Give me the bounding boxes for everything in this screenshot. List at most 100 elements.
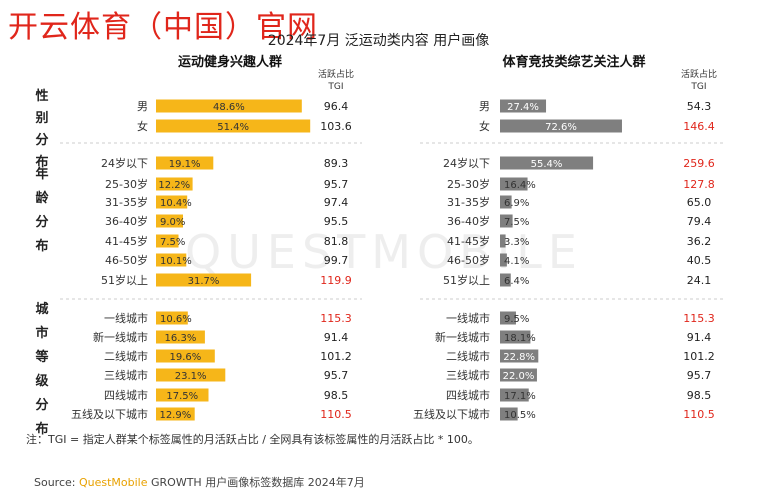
category-label: 一线城市 <box>446 311 490 325</box>
bar <box>500 214 513 228</box>
category-label: 四线城市 <box>104 388 148 402</box>
tgi-value: 95.7 <box>687 369 712 382</box>
category-label: 女 <box>137 119 148 133</box>
bar-value-label: 27.4% <box>507 102 539 113</box>
tgi-value: 95.7 <box>324 369 349 382</box>
bar <box>500 234 506 248</box>
watermark-text: 开云体育（中国）官网 <box>8 10 318 45</box>
group-label-text: 性别分布 <box>34 88 48 170</box>
group-label-char: 级 <box>35 373 49 389</box>
bar <box>156 214 183 228</box>
category-label: 31-35岁 <box>447 195 490 209</box>
bar <box>500 407 518 421</box>
group-label-text: 年龄分布 <box>35 166 49 254</box>
group-label-char: 布 <box>35 154 48 170</box>
tgi-value: 119.9 <box>320 274 352 287</box>
bar <box>156 368 226 382</box>
bar-value-label: 6.9% <box>504 198 529 209</box>
bar <box>500 388 529 402</box>
bar <box>500 330 531 344</box>
tgi-value: 110.5 <box>320 408 352 421</box>
tgi-value: 101.2 <box>683 350 715 363</box>
bar-value-label: 16.3% <box>165 333 197 344</box>
tgi-value: 79.4 <box>687 215 712 228</box>
category-label: 31-35岁 <box>105 195 148 209</box>
tgi-value: 110.5 <box>683 408 715 421</box>
bar-value-label: 9.5% <box>504 314 529 325</box>
bar-value-label: 19.1% <box>169 159 201 170</box>
bar <box>500 253 507 267</box>
bar-value-label: 4.1% <box>504 256 529 267</box>
category-label: 新一线城市 <box>435 330 490 344</box>
tgi-value: 95.5 <box>324 215 349 228</box>
group-label: 年龄分布 <box>35 166 49 254</box>
group-label-char: 分 <box>35 214 48 230</box>
tgi-value: 259.6 <box>683 157 715 170</box>
tgi-value: 103.6 <box>320 120 352 133</box>
source-line: Source: QuestMobile GROWTH 用户画像标签数据库 202… <box>34 474 365 490</box>
category-label: 51岁以上 <box>443 273 490 287</box>
bar <box>500 349 539 363</box>
bar-value-label: 6.4% <box>504 276 529 287</box>
panel-title: 运动健身兴趣人群 <box>178 54 282 70</box>
bar <box>156 349 215 363</box>
tgi-value: 98.5 <box>687 389 712 402</box>
group-label-char: 别 <box>34 111 48 126</box>
bar-value-label: 7.5% <box>160 237 185 248</box>
tgi-value: 97.4 <box>324 196 349 209</box>
group-label-char: 性 <box>35 88 48 104</box>
bar <box>156 273 252 287</box>
tgi-header-line1: 活跃占比 <box>318 68 354 80</box>
tgi-value: 91.4 <box>687 331 712 344</box>
tgi-value: 54.3 <box>687 100 712 113</box>
tgi-value: 127.8 <box>683 178 715 191</box>
tgi-value: 89.3 <box>324 157 349 170</box>
bar-value-label: 10.4% <box>160 198 192 209</box>
category-label: 四线城市 <box>446 388 490 402</box>
bar-value-label: 7.5% <box>504 217 529 228</box>
group-label-char: 分 <box>35 397 48 413</box>
category-label: 一线城市 <box>104 311 148 325</box>
category-label: 36-40岁 <box>105 214 148 228</box>
bar-value-label: 51.4% <box>217 122 249 133</box>
source-rest: GROWTH 用户画像标签数据库 2024年7月 <box>147 476 365 489</box>
bar-value-label: 17.1% <box>504 391 536 402</box>
bar-value-label: 3.3% <box>504 237 529 248</box>
group-label-char: 城 <box>35 301 48 317</box>
bar-value-label: 10.5% <box>504 410 536 421</box>
group-label-char: 等 <box>34 349 48 365</box>
category-label: 三线城市 <box>446 368 490 382</box>
bar <box>500 177 528 191</box>
bar <box>500 156 594 170</box>
group-label-char: 年 <box>35 166 48 182</box>
bar-value-label: 19.6% <box>170 352 202 363</box>
bar-value-label: 31.7% <box>188 276 220 287</box>
category-label: 24岁以下 <box>443 156 490 170</box>
bar-value-label: 72.6% <box>545 122 577 133</box>
category-label: 36-40岁 <box>447 214 490 228</box>
category-label: 51岁以上 <box>101 273 148 287</box>
bar-value-label: 48.6% <box>213 102 245 113</box>
tgi-value: 99.7 <box>324 254 349 267</box>
bar-value-label: 18.1% <box>504 333 536 344</box>
tgi-value: 81.8 <box>324 235 349 248</box>
tgi-value: 40.5 <box>687 254 712 267</box>
tgi-header-line2: TGI <box>327 82 343 92</box>
bar <box>500 273 511 287</box>
category-label: 男 <box>479 100 490 113</box>
bar <box>500 99 547 113</box>
bar <box>156 177 193 191</box>
group-label-char: 市 <box>35 325 48 341</box>
bar <box>156 311 188 325</box>
bar <box>156 195 188 209</box>
bar-value-label: 10.6% <box>160 314 192 325</box>
source-brand: QuestMobile <box>78 476 148 489</box>
bar-value-label: 12.9% <box>159 410 191 421</box>
group-label-char: 布 <box>35 421 48 437</box>
bar <box>500 195 512 209</box>
tgi-value: 98.5 <box>324 389 349 402</box>
bar-value-label: 23.1% <box>175 371 207 382</box>
category-label: 新一线城市 <box>93 330 148 344</box>
